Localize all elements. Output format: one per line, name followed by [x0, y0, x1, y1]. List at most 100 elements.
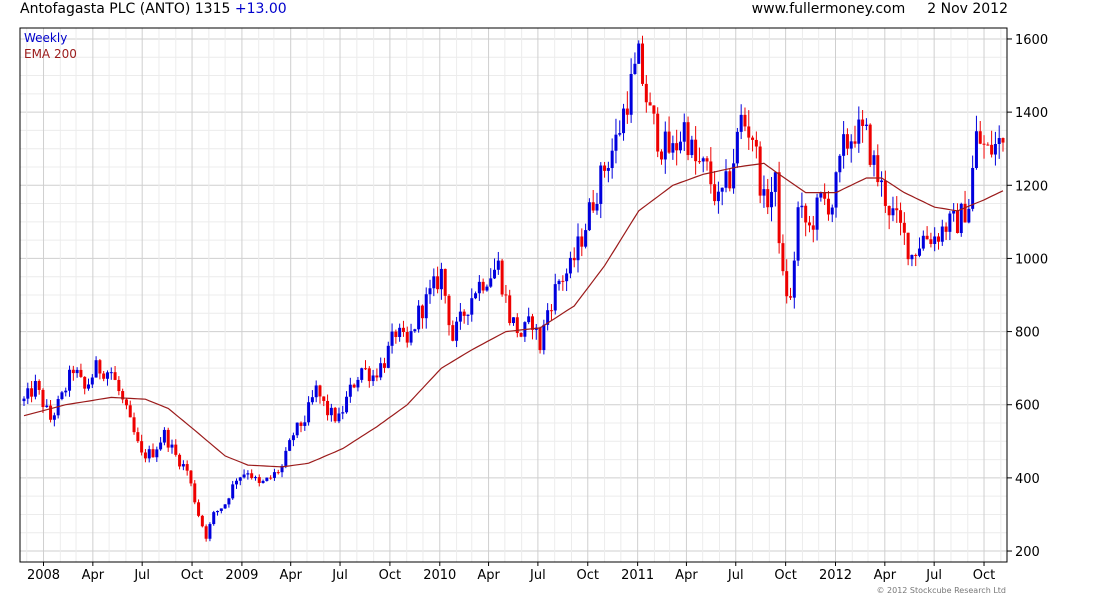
candle-body [603, 165, 607, 171]
candle-body [944, 226, 948, 232]
candle-body [675, 143, 679, 151]
candle-body [993, 144, 997, 155]
candle-body [451, 325, 455, 341]
candle-body [367, 368, 371, 382]
candle-body [512, 317, 515, 324]
plot-border [19, 27, 1008, 563]
candle-body [314, 385, 318, 398]
candle-body [178, 454, 182, 467]
chart-title: Antofagasta PLC (ANTO) 1315 +13.00 [20, 1, 287, 17]
candle-body [713, 184, 717, 202]
y-tick-label: 1400 [1015, 106, 1048, 121]
candle-body [697, 161, 701, 163]
candle-body [690, 139, 694, 156]
candle-body [132, 417, 136, 433]
x-tick-label: Jul [331, 568, 348, 583]
candle-body [295, 422, 299, 436]
candle-body [925, 235, 929, 240]
candle-body [303, 422, 307, 426]
candle-body [200, 515, 204, 527]
x-tick-label: Apr [279, 568, 302, 583]
candle-body [508, 295, 512, 324]
x-tick-label: Oct [577, 568, 599, 583]
candle-body [838, 155, 842, 173]
candle-body [261, 480, 265, 483]
candle-body [633, 63, 637, 74]
candle-body [546, 310, 550, 325]
candle-body [770, 191, 774, 208]
candle-body [136, 432, 140, 442]
candle-body [811, 225, 815, 230]
candle-body [375, 375, 379, 378]
candle-body [113, 372, 117, 380]
candle-body [682, 122, 686, 142]
candle-body [257, 477, 261, 483]
candle-body [280, 465, 284, 473]
candle-body [663, 131, 667, 160]
candle-body [914, 254, 918, 256]
candle-body [462, 311, 466, 316]
candle-body [720, 187, 724, 192]
candle-body [686, 122, 690, 156]
candle-body [52, 415, 56, 420]
candle-body [857, 119, 861, 144]
candle-body [538, 327, 542, 351]
x-tick-label: 2011 [621, 568, 654, 583]
candle-body [348, 384, 352, 397]
website-link[interactable]: www.fullermoney.com [751, 1, 906, 17]
candle-body [307, 402, 311, 423]
candle-body [424, 294, 428, 319]
candle-body [880, 180, 884, 183]
y-tick-label: 1200 [1015, 179, 1048, 194]
candle-body [284, 450, 288, 466]
candle-body [276, 472, 280, 474]
candle-body [41, 389, 45, 408]
x-tick-label: Apr [874, 568, 897, 583]
candle-body [26, 388, 30, 399]
candle-body [238, 477, 242, 481]
candle-body [87, 384, 91, 389]
candle-body [599, 165, 603, 204]
candle-body [743, 114, 747, 127]
candle-body [193, 483, 197, 503]
x-tick-label: Apr [82, 568, 105, 583]
y-axis: 200 400 600 800 1000 1200 1400 1600 [1007, 33, 1048, 560]
candle-body [542, 324, 546, 351]
candle-body [493, 269, 497, 279]
y-tick-label: 600 [1015, 399, 1040, 414]
candle-body [420, 305, 424, 319]
candle-body [234, 480, 238, 485]
candle-body [242, 474, 246, 478]
candle-body [614, 134, 618, 151]
candle-body [868, 124, 872, 165]
candle-body [849, 141, 853, 149]
candle-body [572, 257, 576, 261]
candle-body [853, 141, 857, 144]
candle-body [705, 158, 709, 162]
candle-body [959, 203, 963, 234]
candle-body [174, 444, 178, 455]
candle-body [333, 407, 337, 422]
candle-body [291, 435, 295, 441]
candle-body [227, 498, 231, 505]
candle-body [971, 167, 975, 209]
y-tick-label: 1600 [1015, 33, 1048, 48]
candle-body [68, 369, 72, 391]
candle-body [102, 373, 106, 379]
candle-body [352, 384, 356, 388]
candle-body [1001, 138, 1005, 143]
candle-body [489, 278, 493, 287]
candle-body [595, 203, 599, 211]
candle-body [845, 134, 849, 149]
candle-body [128, 405, 132, 418]
candle-body [382, 363, 386, 368]
candle-body [481, 281, 485, 291]
candle-body [231, 484, 235, 499]
candle-body [530, 316, 534, 330]
candle-body [656, 113, 660, 152]
candle-body [83, 376, 87, 389]
candle-body [629, 73, 633, 115]
candle-body [269, 477, 273, 479]
candle-body [701, 158, 705, 162]
